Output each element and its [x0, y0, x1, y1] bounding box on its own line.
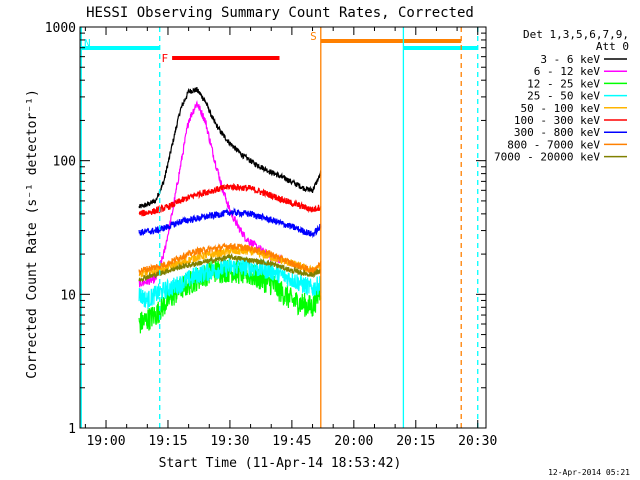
- legend-label: 7000 - 20000 keV: [494, 151, 600, 164]
- series-line-300-800-kev: [138, 207, 322, 239]
- legend-title: Det 1,3,5,6,7,9,: [523, 28, 629, 41]
- x-axis-label: Start Time (11-Apr-14 18:53:42): [159, 456, 402, 471]
- series-line-3-6-kev: [138, 86, 322, 209]
- series-line-800-7000-kev: [138, 242, 322, 276]
- legend-title: Att 0: [596, 40, 629, 53]
- flag-group: N F S: [80, 30, 478, 65]
- y-tick-label: 1000: [45, 21, 76, 36]
- series-line-100-300-kev: [138, 182, 322, 217]
- flag-label: S: [310, 30, 317, 43]
- y-axis-label: Corrected Count Rate (s⁻¹ detector⁻¹): [25, 89, 40, 379]
- legend-label: 25 - 50 keV: [527, 90, 600, 103]
- chart-title: HESSI Observing Summary Count Rates, Cor…: [86, 5, 474, 21]
- series-group: [138, 86, 322, 334]
- x-tick-label: 19:00: [86, 434, 125, 449]
- x-tick-label: 20:15: [396, 434, 435, 449]
- x-tick-label: 19:45: [272, 434, 311, 449]
- y-tick-label: 1: [68, 422, 76, 437]
- y-tick-label: 100: [53, 155, 76, 170]
- marker-group: [80, 27, 479, 428]
- legend-label: 12 - 25 keV: [527, 77, 600, 90]
- legend-label: 50 - 100 keV: [521, 102, 601, 115]
- legend-label: 6 - 12 keV: [534, 65, 601, 78]
- legend-label: 100 - 300 keV: [514, 114, 600, 127]
- flag-label: N: [84, 37, 91, 50]
- legend-label: 300 - 800 keV: [514, 126, 600, 139]
- x-tick-label: 20:00: [334, 434, 373, 449]
- flag-label: F: [161, 52, 168, 65]
- x-tick-label: 19:30: [210, 434, 249, 449]
- x-tick-label: 19:15: [148, 434, 187, 449]
- series-line-7000-20000-kev: [138, 252, 322, 283]
- plot-frame: [79, 26, 487, 429]
- series-line-25-50-kev: [138, 256, 322, 310]
- legend-label: 800 - 7000 keV: [507, 138, 600, 151]
- y-tick-label: 10: [60, 288, 76, 303]
- timestamp-label: 12-Apr-2014 05:21: [548, 468, 630, 477]
- x-tick-label: 20:30: [458, 434, 497, 449]
- axes-group: 19:00 19:15 19:30 19:45 20:00 20:15 20:30 1 10 10…: [45, 21, 498, 449]
- legend-label: 3 - 6 keV: [540, 53, 600, 66]
